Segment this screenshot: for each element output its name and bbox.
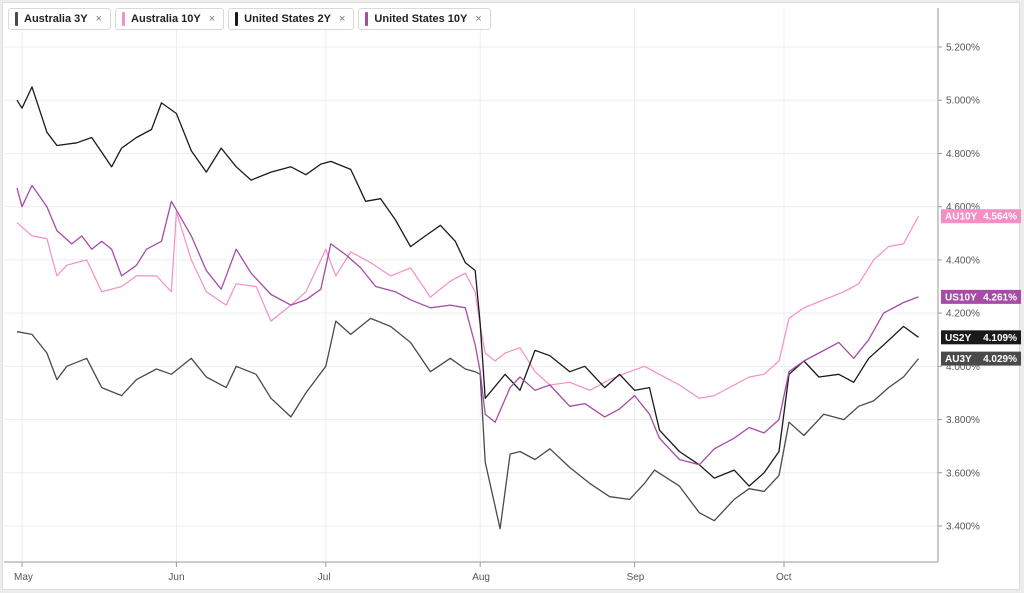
y-tick-label: 4.600% (946, 202, 980, 213)
legend-label: Australia 10Y (131, 13, 201, 25)
last-value-tag-us10y (941, 289, 1021, 304)
legend-label: Australia 3Y (24, 13, 88, 25)
last-value-tag-au10y (941, 209, 1021, 224)
y-tick-label: 4.200% (946, 309, 980, 320)
series-line-us2y[interactable] (16, 86, 919, 487)
y-tick-label: 3.800% (946, 415, 980, 426)
series-line-au10y[interactable] (16, 211, 920, 399)
series-line-us10y[interactable] (16, 184, 919, 466)
legend-chip-australia-3y[interactable]: Australia 3Y × (8, 8, 112, 30)
series-line-au3y[interactable] (16, 317, 920, 530)
legend-label: United States 10Y (374, 13, 468, 25)
close-icon[interactable]: × (475, 13, 482, 25)
x-tick-label: Jul (318, 572, 331, 583)
close-icon[interactable]: × (338, 13, 346, 25)
legend: Australia 3Y × Australia 10Y × United St… (8, 8, 491, 30)
series-color-swatch (15, 12, 18, 26)
y-tick-label: 5.000% (946, 96, 980, 107)
last-value-tag-us2y (941, 330, 1021, 345)
x-tick-label: Oct (776, 572, 792, 583)
last-value-tag-value: 4.564% (983, 212, 1017, 223)
close-icon[interactable]: × (95, 13, 103, 25)
y-tick-label: 3.600% (946, 468, 980, 479)
last-value-tag-name: US10Y (945, 292, 977, 303)
last-value-tag-name: AU3Y (945, 354, 972, 365)
legend-label: United States 2Y (244, 13, 331, 25)
x-tick-label: May (14, 572, 33, 583)
last-value-tag-name: US2Y (945, 333, 971, 344)
y-tick-label: 4.400% (946, 255, 980, 266)
x-tick-label: Jun (168, 572, 184, 583)
y-tick-label: 4.800% (946, 149, 980, 160)
x-tick-label: Aug (472, 572, 490, 583)
close-icon[interactable]: × (208, 13, 216, 25)
legend-chip-united-states-2y[interactable]: United States 2Y × (228, 8, 355, 30)
y-tick-label: 5.200% (946, 43, 980, 54)
series-color-swatch (235, 12, 239, 26)
last-value-tag-au3y (941, 351, 1021, 366)
last-value-tag-value: 4.109% (983, 333, 1017, 344)
series-color-swatch (122, 12, 126, 26)
last-value-tag-value: 4.029% (983, 354, 1017, 365)
last-value-tag-name: AU10Y (945, 212, 978, 223)
y-tick-label: 3.400% (946, 522, 980, 533)
legend-chip-united-states-10y[interactable]: United States 10Y × (358, 8, 491, 30)
legend-chip-australia-10y[interactable]: Australia 10Y × (115, 8, 225, 30)
x-tick-label: Sep (627, 572, 645, 583)
series-color-swatch (365, 12, 369, 26)
y-tick-label: 4.000% (946, 362, 980, 373)
last-value-tag-value: 4.261% (983, 292, 1017, 303)
